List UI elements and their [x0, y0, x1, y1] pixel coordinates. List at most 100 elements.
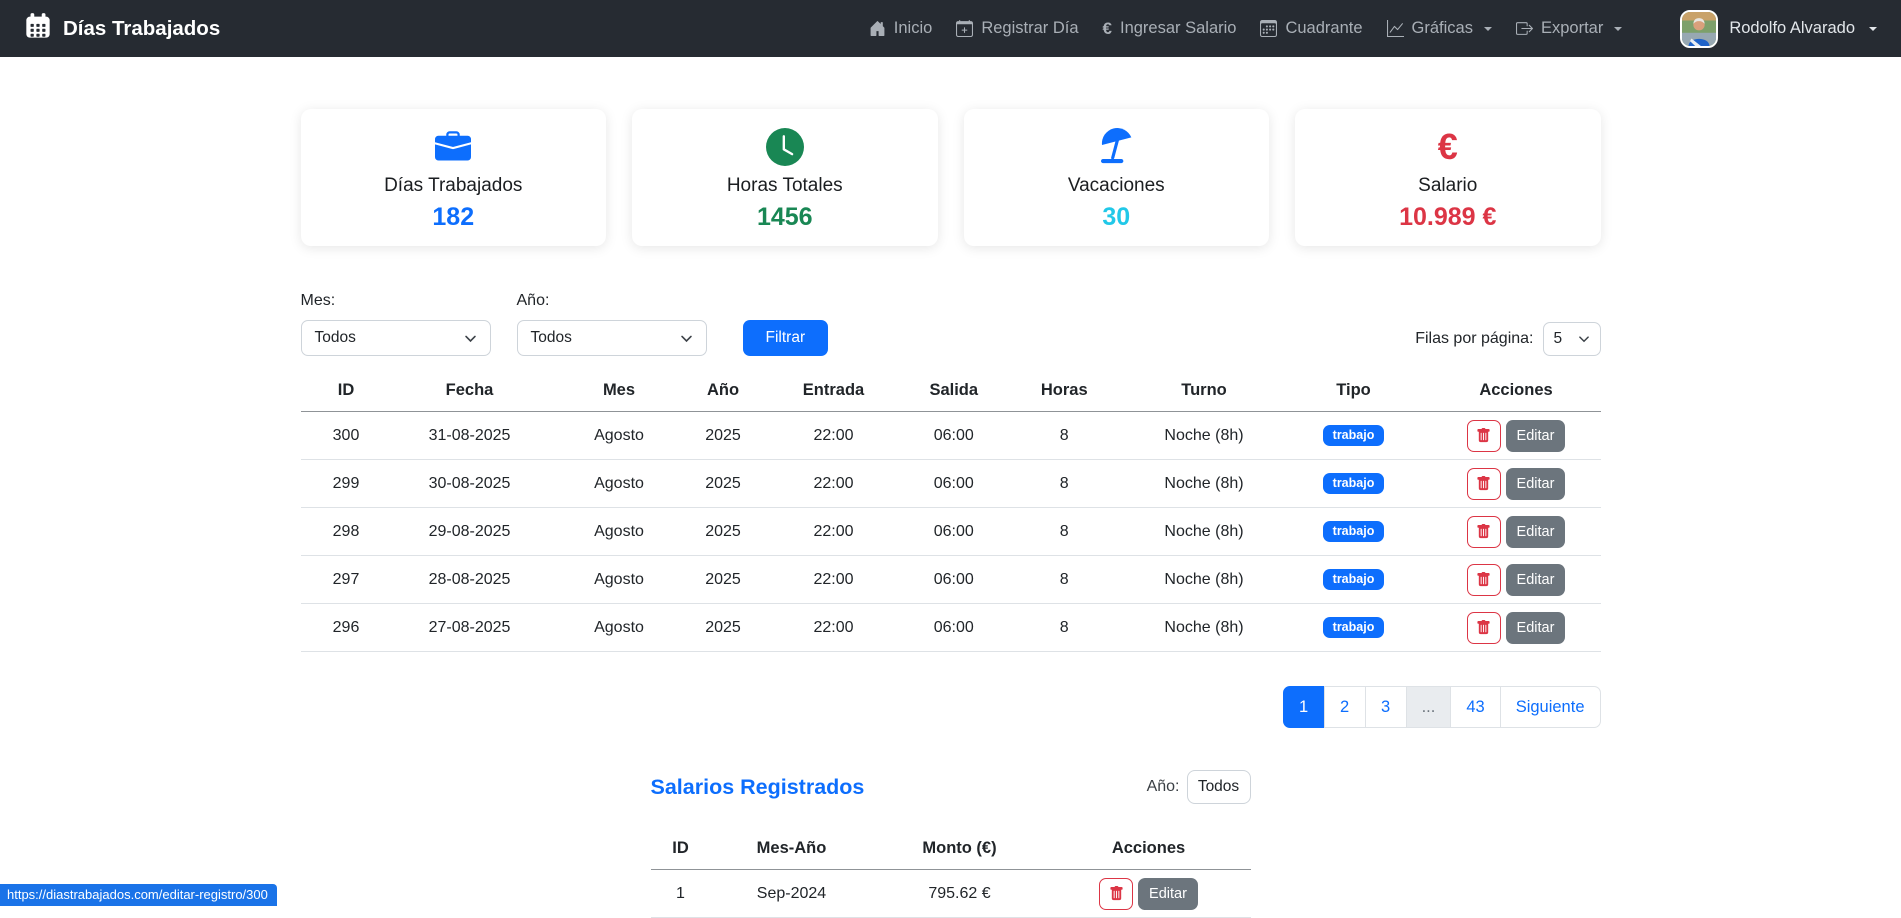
stats-row: Días Trabajados 182 Horas Totales 1456 V…: [300, 109, 1601, 246]
page-button-2[interactable]: 2: [1323, 686, 1366, 728]
cell-turno: Noche (8h): [1132, 411, 1276, 460]
cell-horas: 8: [996, 603, 1133, 652]
filter-button[interactable]: Filtrar: [742, 320, 829, 356]
cell-horas: 8: [996, 411, 1133, 460]
trash-icon: [1477, 620, 1490, 635]
trash-icon: [1477, 476, 1490, 491]
stat-label: Horas Totales: [726, 175, 843, 196]
column-header: Acciones: [1046, 828, 1251, 870]
cell-entrada: 22:00: [755, 411, 912, 460]
cell-tipo: trabajo: [1275, 555, 1432, 604]
delete-button[interactable]: [1466, 563, 1501, 596]
stat-value: 10.989 €: [1399, 203, 1497, 231]
stat-card-dias-trabajados: Días Trabajados 182: [300, 109, 606, 246]
salaries-title: Salarios Registrados: [650, 774, 865, 799]
edit-button[interactable]: Editar: [1505, 563, 1566, 596]
delete-button[interactable]: [1099, 877, 1134, 910]
app-brand[interactable]: Días Trabajados: [24, 12, 220, 46]
nav-item-ingresar-salario[interactable]: € Ingresar Salario: [1091, 11, 1249, 46]
nav-label: Registrar Día: [981, 19, 1079, 37]
actions-cell: Editar: [1431, 459, 1601, 508]
salaries-year-select[interactable]: Todos: [1186, 770, 1251, 804]
beach-umbrella-icon: [1096, 127, 1136, 167]
cell-tipo: trabajo: [1275, 459, 1432, 508]
stat-value: 30: [1102, 203, 1131, 231]
stat-card-horas-totales: Horas Totales 1456: [632, 109, 938, 246]
edit-button[interactable]: Editar: [1138, 877, 1198, 910]
column-header: Entrada: [755, 370, 912, 412]
cell-tipo: trabajo: [1275, 507, 1432, 556]
actions-cell: Editar: [1431, 507, 1601, 556]
nav-item-cuadrante[interactable]: Cuadrante: [1248, 11, 1374, 46]
cell-horas: 8: [996, 507, 1133, 556]
euro-icon: €: [1102, 19, 1112, 38]
page-button-43[interactable]: 43: [1450, 686, 1501, 728]
cell-salida: 06:00: [911, 411, 996, 460]
page-ellipsis: ...: [1405, 686, 1452, 728]
column-header: Salida: [911, 370, 996, 412]
stat-value: 182: [432, 203, 475, 231]
stat-label: Días Trabajados: [384, 175, 523, 196]
cell-fecha: 30-08-2025: [391, 459, 548, 508]
cell-turno: Noche (8h): [1132, 555, 1276, 604]
salaries-table-body: 1 Sep-2024 795.62 € Editar: [650, 869, 1251, 918]
nav-item-inicio[interactable]: Inicio: [857, 11, 945, 46]
page-button-3[interactable]: 3: [1364, 686, 1407, 728]
stat-value: 1456: [756, 203, 813, 231]
next-page-button[interactable]: Siguiente: [1499, 686, 1601, 728]
column-header: ID: [650, 828, 711, 870]
cell-ano: 2025: [690, 411, 756, 460]
cell-mes_ano: Sep-2024: [710, 869, 873, 918]
record-row: 299 30-08-2025 Agosto 2025 22:00 06:00 8 Noche …: [300, 459, 1601, 508]
nav-item-registrar-dia[interactable]: Registrar Día: [944, 11, 1090, 46]
cell-salida: 06:00: [911, 555, 996, 604]
chevron-down-icon: [1869, 26, 1877, 35]
main-nav: Inicio Registrar Día € Ingresar Salario …: [857, 11, 1635, 46]
cell-id: 297: [300, 555, 392, 604]
stat-card-vacaciones: Vacaciones 30: [963, 109, 1269, 246]
month-select[interactable]: Todos: [300, 320, 491, 356]
cell-entrada: 22:00: [755, 555, 912, 604]
rows-per-page-select[interactable]: 5: [1542, 322, 1601, 356]
calendar-icon: [24, 12, 52, 46]
nav-item-graficas[interactable]: Gráficas: [1375, 11, 1504, 46]
year-select[interactable]: Todos: [516, 320, 707, 356]
edit-button[interactable]: Editar: [1505, 515, 1566, 548]
rows-per-page-label: Filas por página:: [1415, 330, 1534, 347]
month-filter-label: Mes:: [300, 292, 336, 309]
cell-turno: Noche (8h): [1132, 459, 1276, 508]
edit-button[interactable]: Editar: [1505, 611, 1566, 644]
tipo-badge: trabajo: [1322, 424, 1385, 447]
cell-id: 300: [300, 411, 392, 460]
delete-button[interactable]: [1466, 467, 1501, 500]
cell-ano: 2025: [690, 555, 756, 604]
cell-id: 1: [650, 869, 711, 918]
column-header: Monto (€): [872, 828, 1047, 870]
chevron-down-icon: [1578, 336, 1589, 343]
salaries-section: Salarios Registrados Año: Todos ID Mes-Añ…: [650, 770, 1251, 918]
record-row: 297 28-08-2025 Agosto 2025 22:00 06:00 8 Noche …: [300, 555, 1601, 604]
column-header: ID: [300, 370, 392, 412]
delete-button[interactable]: [1466, 419, 1501, 452]
cell-id: 298: [300, 507, 392, 556]
page-button-1[interactable]: 1: [1282, 686, 1325, 728]
stat-card-salario: € Salario 10.989 €: [1295, 109, 1601, 246]
edit-button[interactable]: Editar: [1505, 419, 1566, 452]
delete-button[interactable]: [1466, 611, 1501, 644]
edit-button[interactable]: Editar: [1505, 467, 1566, 500]
user-menu[interactable]: Rodolfo Alvarado: [1680, 9, 1877, 48]
nav-item-exportar[interactable]: Exportar: [1504, 11, 1634, 46]
record-row: 300 31-08-2025 Agosto 2025 22:00 06:00 8 Noche …: [300, 411, 1601, 460]
cell-turno: Noche (8h): [1132, 603, 1276, 652]
cell-ano: 2025: [690, 603, 756, 652]
filters-bar: Mes: Todos Año: Todos Filtrar Filas por …: [300, 292, 1601, 356]
cell-fecha: 31-08-2025: [391, 411, 548, 460]
pagination: 1 2 3... 43 Siguiente: [301, 686, 1601, 728]
salaries-year-filter: Año: Todos: [1147, 770, 1251, 804]
euro-icon: €: [1437, 126, 1458, 167]
delete-button[interactable]: [1466, 515, 1501, 548]
cell-mes: Agosto: [547, 507, 691, 556]
avatar: [1680, 9, 1719, 48]
column-header: Mes-Año: [710, 828, 873, 870]
salaries-table: ID Mes-Año Monto (€) Acciones 1 Sep-2024 795.…: [650, 828, 1251, 918]
